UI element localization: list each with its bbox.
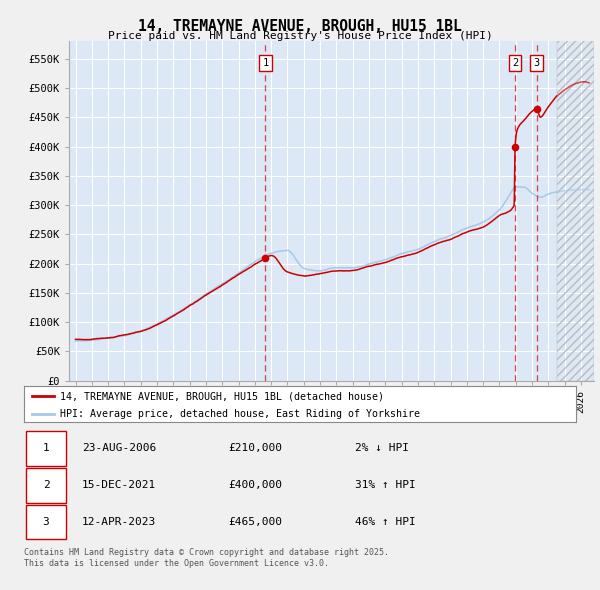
Text: 2% ↓ HPI: 2% ↓ HPI bbox=[355, 444, 409, 454]
Text: 3: 3 bbox=[533, 58, 540, 68]
Text: 2: 2 bbox=[512, 58, 518, 68]
Text: 23-AUG-2006: 23-AUG-2006 bbox=[82, 444, 156, 454]
Text: 31% ↑ HPI: 31% ↑ HPI bbox=[355, 480, 416, 490]
Text: 14, TREMAYNE AVENUE, BROUGH, HU15 1BL: 14, TREMAYNE AVENUE, BROUGH, HU15 1BL bbox=[138, 19, 462, 34]
Text: Price paid vs. HM Land Registry's House Price Index (HPI): Price paid vs. HM Land Registry's House … bbox=[107, 31, 493, 41]
Text: 15-DEC-2021: 15-DEC-2021 bbox=[82, 480, 156, 490]
FancyBboxPatch shape bbox=[26, 505, 66, 539]
Text: 3: 3 bbox=[43, 517, 49, 527]
Text: £400,000: £400,000 bbox=[228, 480, 282, 490]
Text: 1: 1 bbox=[43, 444, 49, 454]
FancyBboxPatch shape bbox=[26, 431, 66, 466]
FancyBboxPatch shape bbox=[26, 468, 66, 503]
Text: This data is licensed under the Open Government Licence v3.0.: This data is licensed under the Open Gov… bbox=[24, 559, 329, 568]
Text: 46% ↑ HPI: 46% ↑ HPI bbox=[355, 517, 416, 527]
Text: 1: 1 bbox=[262, 58, 269, 68]
Text: Contains HM Land Registry data © Crown copyright and database right 2025.: Contains HM Land Registry data © Crown c… bbox=[24, 548, 389, 556]
Text: HPI: Average price, detached house, East Riding of Yorkshire: HPI: Average price, detached house, East… bbox=[60, 409, 420, 419]
Text: 14, TREMAYNE AVENUE, BROUGH, HU15 1BL (detached house): 14, TREMAYNE AVENUE, BROUGH, HU15 1BL (d… bbox=[60, 391, 384, 401]
Text: £465,000: £465,000 bbox=[228, 517, 282, 527]
Text: £210,000: £210,000 bbox=[228, 444, 282, 454]
Text: 2: 2 bbox=[43, 480, 49, 490]
Text: 12-APR-2023: 12-APR-2023 bbox=[82, 517, 156, 527]
